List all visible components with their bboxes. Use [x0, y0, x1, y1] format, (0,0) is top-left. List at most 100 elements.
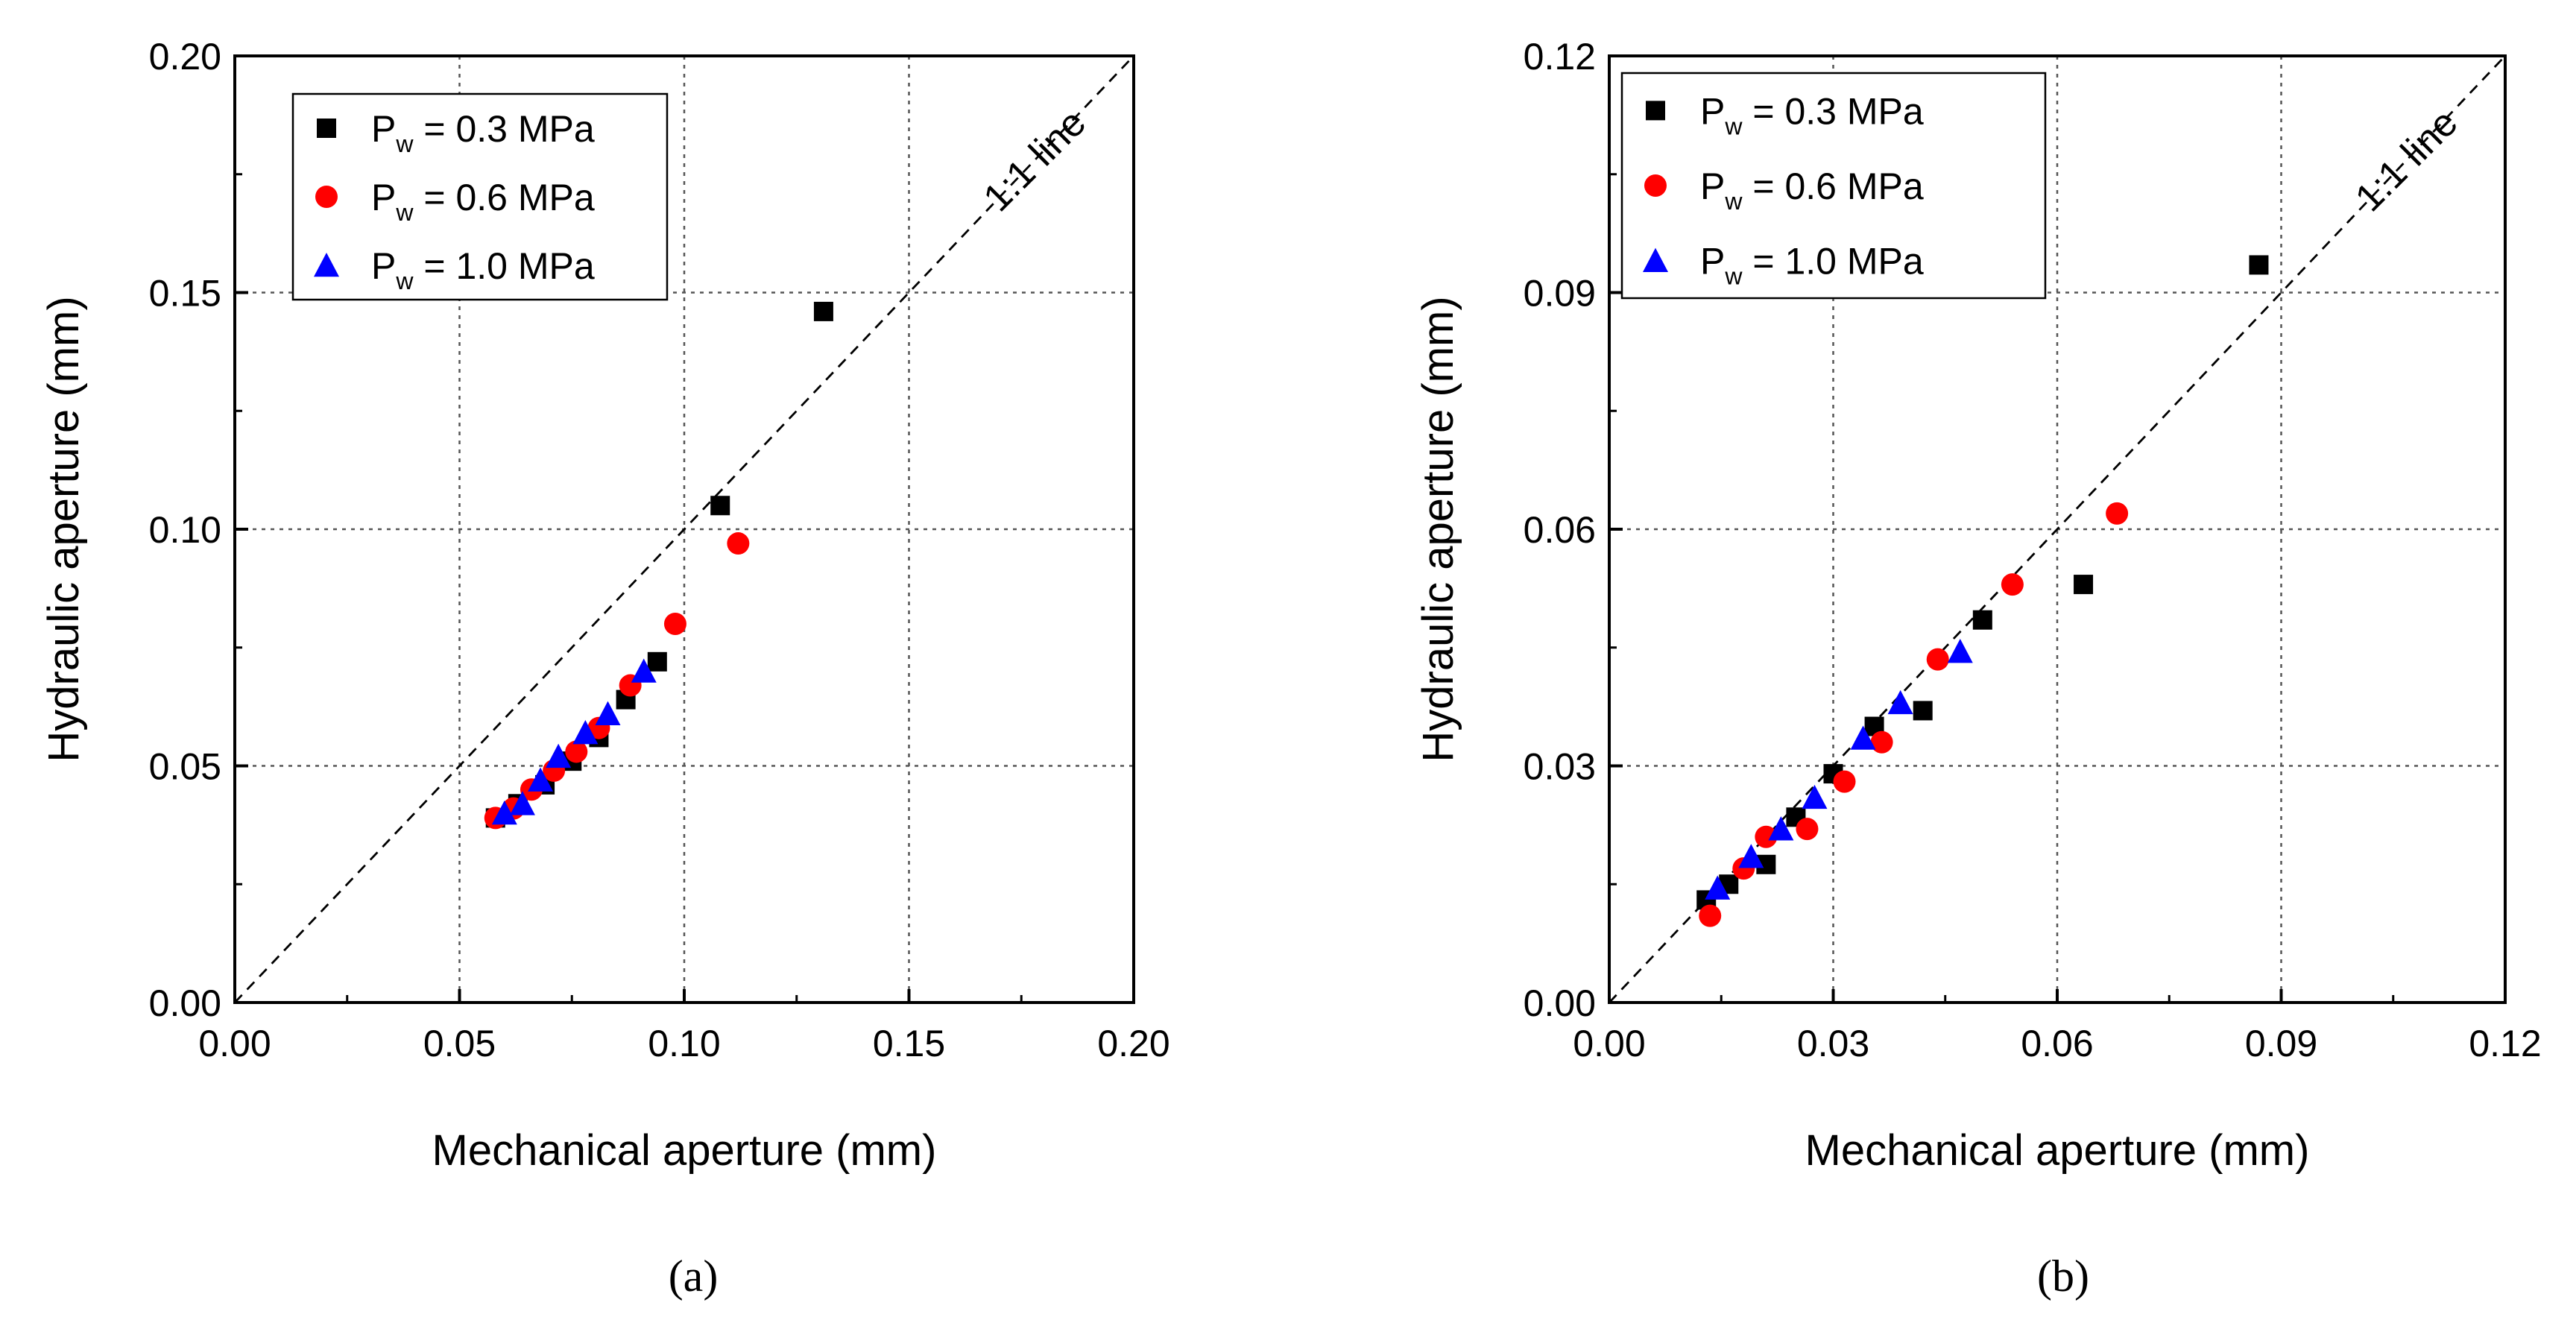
data-point [1850, 725, 1876, 750]
data-point [1802, 784, 1828, 809]
legend-symbol: P [371, 108, 396, 150]
y-tick-label: 0.15 [149, 273, 221, 315]
x-tick-label: 0.00 [1573, 1023, 1645, 1064]
data-point [1972, 610, 1992, 630]
series-circle [484, 532, 750, 830]
legend-subscript: w [1724, 263, 1743, 290]
data-point [2106, 502, 2129, 525]
legend-value: = 1.0 MPa [413, 245, 594, 287]
data-point [2001, 573, 2024, 596]
data-point [1796, 818, 1819, 841]
legend-symbol: P [1700, 241, 1725, 282]
reference-line-label: 1:1 line [2347, 101, 2466, 221]
legend-marker [317, 119, 336, 138]
one-to-one-line [233, 55, 1135, 1003]
data-point [528, 767, 554, 792]
legend-subscript: w [395, 130, 414, 157]
x-tick-label: 0.12 [2469, 1023, 2541, 1064]
legend-entry-label: Pw = 0.3 MPa [1700, 90, 1924, 139]
data-point [1913, 701, 1933, 721]
data-point [710, 496, 730, 516]
legend-value: = 0.6 MPa [1742, 165, 1923, 207]
legend-entry-label: Pw = 0.6 MPa [1700, 165, 1924, 215]
data-point [572, 720, 599, 745]
legend-symbol: P [371, 245, 396, 287]
legend-value: = 0.3 MPa [413, 108, 594, 150]
series-triangle [491, 658, 657, 825]
x-axis-title: Mechanical aperture (mm) [1805, 1126, 2310, 1175]
y-tick-label: 0.06 [1524, 509, 1596, 551]
legend-entry-label: Pw = 1.0 MPa [371, 245, 595, 294]
legend-marker [1646, 101, 1665, 121]
data-point [491, 801, 517, 825]
data-point [595, 701, 621, 725]
panel-caption: (a) [669, 1251, 719, 1301]
y-tick-label: 0.20 [149, 36, 221, 78]
data-point [727, 532, 750, 555]
data-point [1887, 689, 1913, 715]
y-tick-label: 0.05 [149, 746, 221, 788]
legend-entry-label: Pw = 0.3 MPa [371, 108, 595, 157]
data-point [647, 651, 667, 672]
data-point [631, 658, 657, 683]
data-point [663, 613, 686, 635]
legend-value: = 0.3 MPa [1742, 90, 1923, 132]
legend-symbol: P [1700, 90, 1725, 132]
legend-marker [314, 253, 339, 277]
legend-value: = 0.6 MPa [413, 177, 594, 218]
chart-panel-b: 1:1 line 0.00 0.03 0.06 0.09 0.12 0.00 0.03 0.06… [1414, 36, 2542, 1301]
y-axis-title: Hydraulic aperture (mm) [40, 296, 88, 762]
data-point [1755, 825, 1778, 848]
legend-marker [1644, 174, 1667, 197]
data-point [1947, 639, 1973, 663]
data-point [813, 301, 833, 321]
x-tick-label: 0.20 [1097, 1023, 1169, 1064]
legend-symbol: P [371, 177, 396, 218]
data-point [1870, 730, 1893, 754]
data-point [1738, 844, 1764, 868]
y-tick-label: 0.09 [1524, 273, 1596, 315]
reference-line-label: 1:1 line [976, 101, 1095, 221]
legend-marker [1643, 247, 1668, 272]
data-point [546, 743, 572, 768]
legend-subscript: w [1724, 188, 1743, 215]
data-point [509, 791, 535, 815]
legend-entry-label: Pw = 0.6 MPa [371, 177, 595, 226]
chart-panel-a: 1:1 line 0.00 0.05 0.10 0.15 0.20 0.00 0.05 0.10… [40, 36, 1170, 1301]
y-tick-label: 0.03 [1524, 746, 1596, 788]
x-axis-title: Mechanical aperture (mm) [432, 1126, 937, 1175]
data-point [1768, 816, 1794, 841]
series-circle [1699, 502, 2129, 927]
x-tick-label: 0.15 [873, 1023, 945, 1064]
legend-subscript: w [395, 199, 414, 226]
y-tick-label: 0.12 [1524, 36, 1596, 78]
legend-box [291, 92, 669, 301]
y-axis-title: Hydraulic aperture (mm) [1414, 296, 1462, 762]
legend-entry-label: Pw = 1.0 MPa [1700, 241, 1924, 290]
x-tick-label: 0.05 [423, 1023, 496, 1064]
x-tick-label: 0.06 [2021, 1023, 2093, 1064]
data-point [2249, 255, 2269, 275]
series-triangle [1705, 639, 1973, 900]
data-point [1705, 875, 1731, 900]
data-point [1833, 770, 1856, 793]
series-square [1696, 255, 2269, 910]
y-tick-label: 0.00 [149, 982, 221, 1024]
data-point [565, 740, 588, 763]
legend-subscript: w [1724, 113, 1743, 139]
data-point [2074, 575, 2094, 595]
y-tick-label: 0.00 [1524, 982, 1596, 1024]
data-point [1699, 904, 1722, 927]
legend-marker [315, 186, 338, 208]
legend-value: = 1.0 MPa [1742, 241, 1923, 282]
x-tick-label: 0.10 [648, 1023, 720, 1064]
x-tick-label: 0.03 [1797, 1023, 1869, 1064]
legend-symbol: P [1700, 165, 1725, 207]
panel-caption: (b) [2037, 1251, 2089, 1301]
x-tick-label: 0.09 [2245, 1023, 2317, 1064]
legend-box [1620, 72, 2047, 300]
x-tick-label: 0.00 [198, 1023, 271, 1064]
